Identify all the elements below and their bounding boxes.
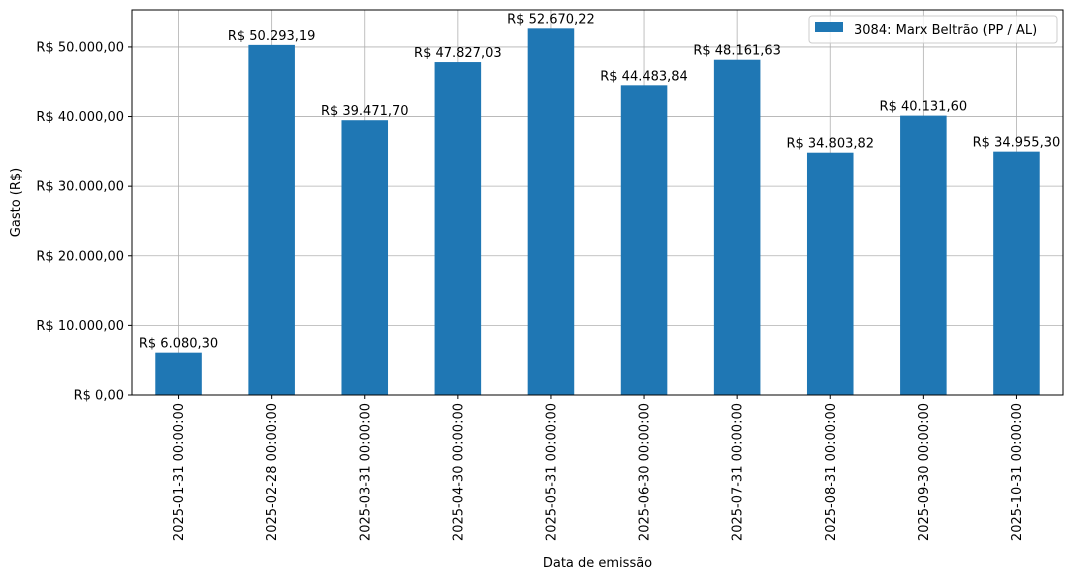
y-axis-label: Gasto (R$) [9,168,24,237]
bar [155,352,202,395]
data-label: R$ 39.471,70 [321,104,409,119]
x-axis-label: Data de emissão [543,556,652,571]
data-label: R$ 6.080,30 [139,337,218,352]
bar [900,115,947,395]
x-tick-label: 2025-05-31 00:00:00 [544,403,559,541]
data-label: R$ 47.827,03 [414,46,502,61]
x-tick-label: 2025-02-28 00:00:00 [265,403,280,541]
bar [434,62,482,395]
data-label: R$ 48.161,63 [693,44,781,59]
data-label: R$ 34.803,82 [786,137,874,152]
bars-layer [155,28,1040,396]
legend: 3084: Marx Beltrão (PP / AL) [808,15,1058,44]
x-tick-label: 2025-03-31 00:00:00 [358,403,373,541]
bar [620,85,668,395]
data-label: R$ 52.670,22 [507,12,595,27]
data-label: R$ 40.131,60 [880,100,968,115]
bar [993,151,1040,395]
x-tick-label: 2025-01-31 00:00:00 [172,403,187,541]
y-tick-label: R$ 10.000,00 [36,319,124,334]
y-tick-label: R$ 30.000,00 [36,180,124,195]
x-tick-label: 2025-08-31 00:00:00 [824,403,839,541]
y-tick-label: R$ 40.000,00 [36,110,124,125]
legend-label: 3084: Marx Beltrão (PP / AL) [854,23,1037,38]
bar [713,59,761,396]
x-axis-ticks: 2025-01-31 00:00:00 2025-02-28 00:00:00 20… [172,395,1025,541]
y-tick-label: R$ 50.000,00 [36,40,124,55]
legend-swatch [815,22,843,32]
data-label: R$ 44.483,84 [600,69,688,84]
y-tick-label: R$ 20.000,00 [36,249,124,264]
x-tick-label: 2025-04-30 00:00:00 [451,403,466,541]
bar [527,28,575,396]
y-axis-ticks: R$ 0,00 R$ 10.000,00 R$ 20.000,00 R$ 30.000… [36,40,132,404]
x-tick-label: 2025-06-30 00:00:00 [638,403,653,541]
x-tick-label: 2025-09-30 00:00:00 [917,403,932,541]
y-tick-label: R$ 0,00 [74,389,124,404]
x-tick-label: 2025-07-31 00:00:00 [731,403,746,541]
bar [248,44,295,395]
plot-area-frame [131,9,1064,396]
legend-box [808,15,1058,44]
x-tick-label: 2025-10-31 00:00:00 [1010,403,1025,541]
bar [341,120,389,395]
data-labels-layer: R$ 6.080,30 R$ 50.293,19 R$ 39.471,70 R$ 47… [139,12,1060,351]
bar [806,152,854,395]
data-label: R$ 50.293,19 [228,29,316,44]
data-label: R$ 34.955,30 [973,136,1061,151]
